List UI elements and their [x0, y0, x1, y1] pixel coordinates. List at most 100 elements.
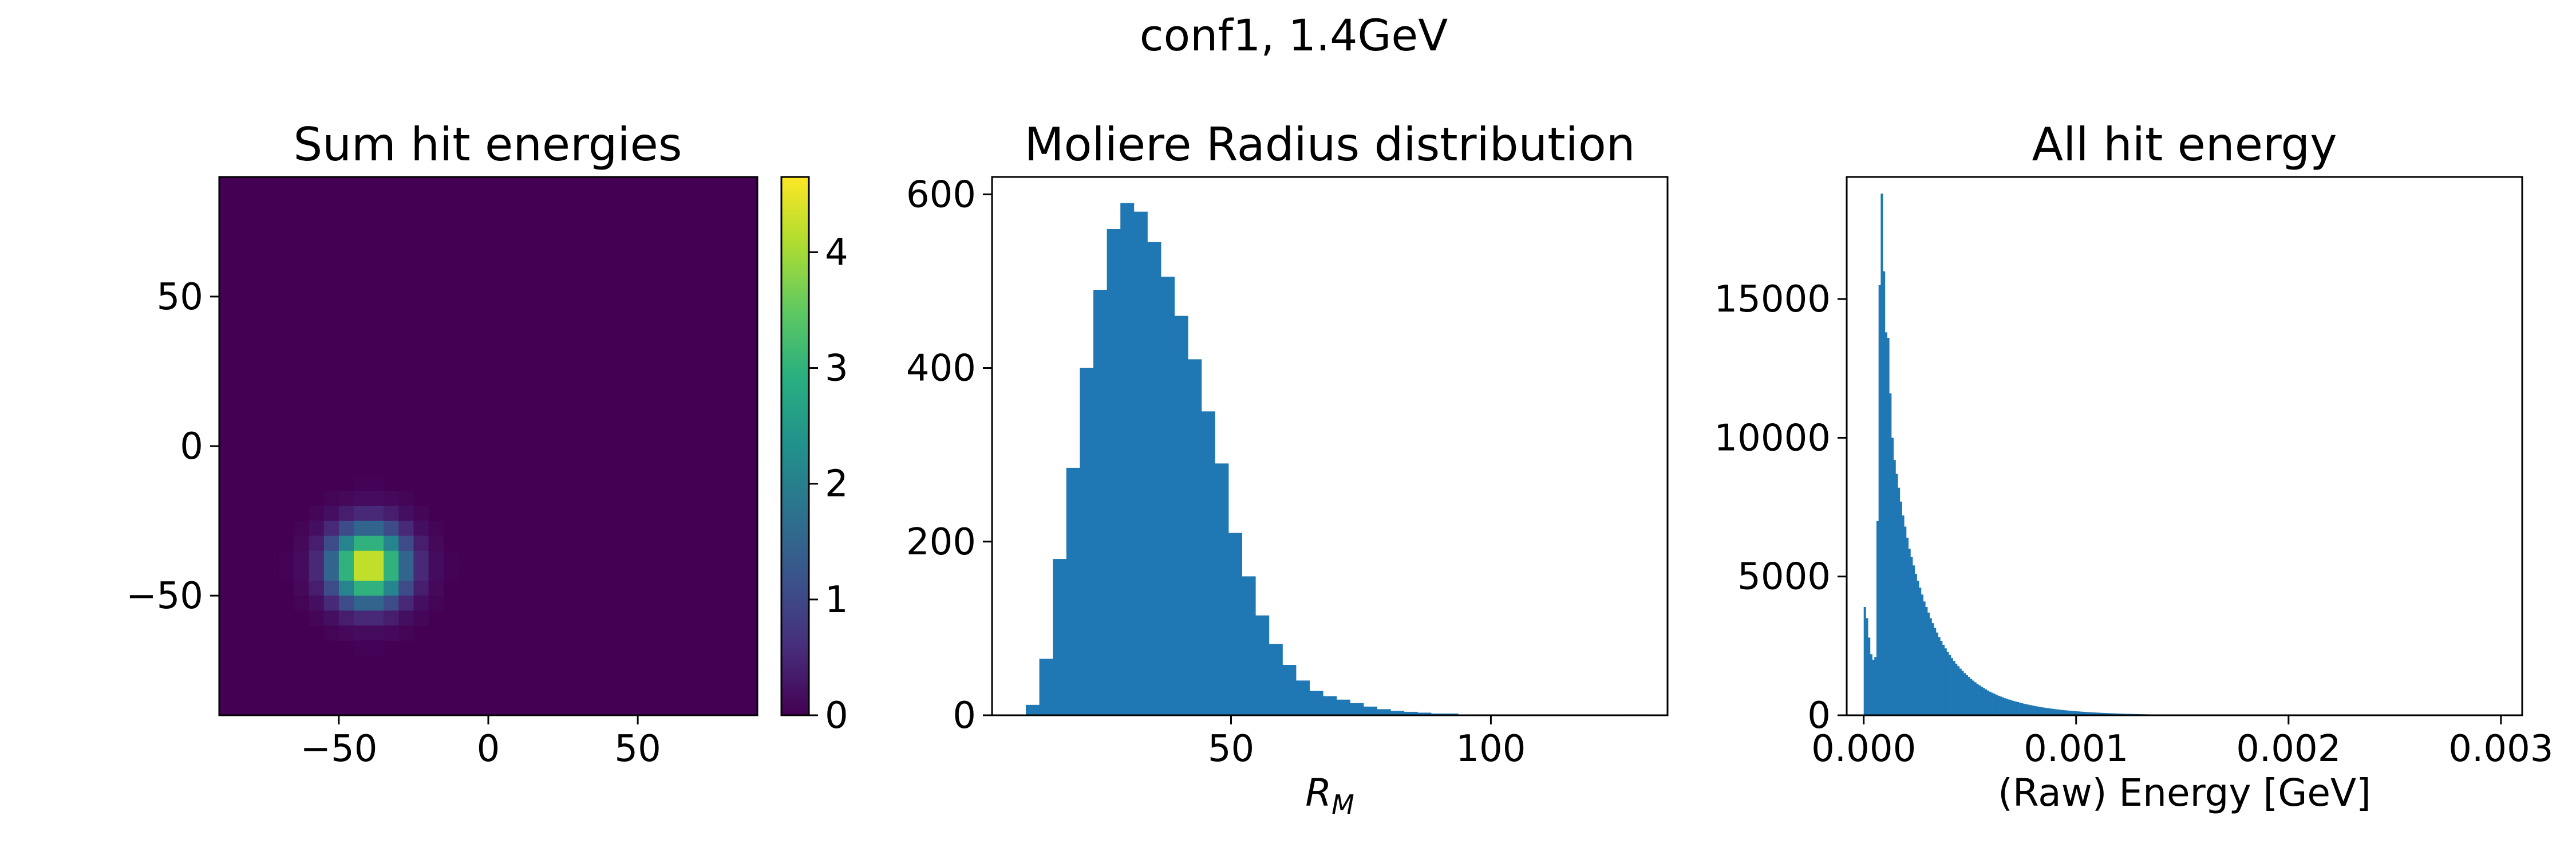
- heatmap-cell: [354, 596, 369, 611]
- heatmap-cell: [338, 521, 354, 537]
- energy-bars: [1863, 194, 2491, 716]
- heatmap-cell: [323, 565, 339, 581]
- energy-bar: [2063, 710, 2066, 715]
- heatmap-cell: [309, 596, 325, 611]
- energy-bar: [2097, 712, 2100, 715]
- energy-bar: [1938, 637, 1941, 715]
- energy-panel: All hit energy 0.000 0.001 0.002 0.003 0 500…: [1714, 118, 2553, 815]
- energy-x-ticks: 0.000 0.001 0.002 0.003: [1811, 715, 2554, 770]
- moliere-bar: [1215, 463, 1229, 715]
- heatmap-cell: [354, 581, 369, 596]
- energy-bar: [2029, 705, 2032, 715]
- energy-bar: [1931, 623, 1934, 715]
- moliere-y-tick-label: 600: [906, 174, 976, 216]
- energy-bar: [1921, 594, 1923, 715]
- moliere-bar: [1147, 242, 1161, 716]
- colorbar: [780, 176, 810, 716]
- energy-y-ticks: 0 5000 10000 15000: [1714, 278, 1847, 737]
- colorbar-tick-label: 0: [825, 695, 848, 737]
- heatmap-background: [219, 177, 757, 715]
- moliere-bar: [1133, 211, 1148, 715]
- energy-bar: [1935, 632, 1938, 715]
- moliere-bar: [1269, 644, 1283, 715]
- heatmap-cell: [384, 535, 399, 551]
- energy-bar: [2055, 709, 2057, 715]
- heatmap-cell: [443, 550, 459, 566]
- energy-bar: [2072, 711, 2075, 715]
- moliere-y-ticks: 0 200 400 600: [906, 174, 992, 737]
- energy-bar: [2021, 703, 2024, 715]
- moliere-bar: [1120, 203, 1135, 716]
- energy-bar: [2084, 712, 2087, 715]
- heatmap-cell: [294, 596, 310, 611]
- energy-bar: [1898, 487, 1901, 715]
- heatmap-y-tick-label: 0: [180, 425, 203, 468]
- energy-bar: [1942, 644, 1945, 715]
- heatmap-cell: [413, 521, 429, 537]
- heatmap-cell: [338, 506, 354, 522]
- moliere-xlabel-base: R: [1305, 771, 1332, 815]
- energy-bar: [1910, 557, 1913, 715]
- heatmap-cell: [369, 550, 384, 566]
- energy-y-tick-label: 10000: [1714, 417, 1831, 459]
- energy-bar: [1993, 693, 1996, 715]
- moliere-bar: [1093, 290, 1107, 716]
- heatmap-cell: [354, 535, 369, 551]
- energy-bar: [1870, 654, 1872, 715]
- energy-bar: [2040, 707, 2042, 715]
- energy-bar: [1914, 573, 1917, 715]
- colorbar-tick-label: 3: [825, 348, 848, 390]
- heatmap-cell: [338, 565, 354, 581]
- heatmap-cell: [369, 476, 384, 491]
- heatmap-cell: [338, 550, 354, 566]
- heatmap-cell: [428, 535, 444, 551]
- energy-bar: [1919, 588, 1922, 715]
- energy-bar: [2027, 704, 2030, 715]
- energy-bar: [2069, 711, 2072, 715]
- energy-x-tick-label: 0.002: [2236, 728, 2341, 770]
- energy-bar: [2025, 704, 2028, 715]
- heatmap-cell: [428, 581, 444, 596]
- heatmap-cell: [398, 625, 414, 641]
- heatmap-cell: [398, 506, 414, 522]
- moliere-bars: [1026, 203, 1647, 716]
- heatmap-cell: [323, 610, 339, 626]
- heatmap-cell: [294, 550, 310, 566]
- heatmap-title: Sum hit energies: [293, 118, 682, 171]
- energy-bar: [2050, 708, 2053, 715]
- moliere-bar: [1390, 711, 1405, 715]
- heatmap-cell: [384, 521, 399, 537]
- heatmap-cell: [338, 491, 354, 507]
- heatmap-cell: [384, 610, 399, 626]
- energy-bar: [2057, 709, 2060, 715]
- moliere-bar: [1107, 228, 1121, 716]
- moliere-bar: [1364, 706, 1377, 715]
- figure-suptitle: conf1, 1.4GeV: [1140, 10, 1448, 61]
- heatmap-cell: [384, 596, 399, 611]
- moliere-y-tick-label: 200: [906, 521, 976, 564]
- heatmap-cell: [398, 535, 414, 551]
- heatmap-cell: [398, 491, 414, 507]
- energy-bar: [1971, 680, 1975, 715]
- colorbar-tick-label: 1: [825, 579, 848, 621]
- energy-bar: [1923, 601, 1926, 715]
- heatmap-cell: [309, 610, 325, 626]
- energy-bar: [1946, 652, 1949, 715]
- energy-bar: [2089, 712, 2092, 715]
- energy-bar: [1929, 618, 1932, 715]
- heatmap-cell: [384, 625, 399, 641]
- energy-bar: [2012, 701, 2015, 715]
- heatmap-cell: [413, 581, 429, 596]
- moliere-frame: [991, 176, 1669, 716]
- energy-bar: [2114, 713, 2117, 715]
- energy-bar: [1967, 677, 1970, 715]
- energy-bar: [1950, 658, 1953, 715]
- heatmap-cell: [309, 581, 325, 596]
- moliere-bar: [1377, 709, 1391, 715]
- heatmap-cell: [398, 581, 414, 596]
- energy-bar: [1991, 692, 1994, 715]
- heatmap-cell: [443, 565, 459, 581]
- moliere-y-tick-label: 0: [953, 695, 976, 737]
- heatmap-cell: [338, 596, 354, 611]
- heatmap-cell: [369, 610, 384, 626]
